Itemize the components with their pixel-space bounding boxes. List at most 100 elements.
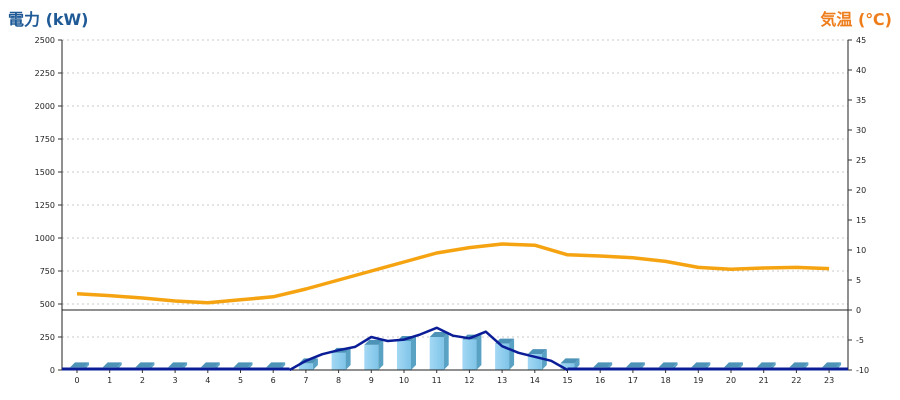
- x-tick-label: 21: [759, 376, 769, 385]
- x-tick-label: 20: [726, 376, 736, 385]
- power-bar-side: [476, 334, 482, 370]
- power-bar: [495, 338, 515, 370]
- x-tick-label: 4: [205, 376, 210, 385]
- power-bar-side: [509, 338, 515, 370]
- power-bar-top: [429, 332, 449, 337]
- power-bar-front: [495, 343, 510, 370]
- left-tick-label: 1000: [35, 234, 55, 243]
- x-tick-label: 9: [369, 376, 374, 385]
- left-tick-label: 1500: [35, 168, 55, 177]
- right-axis-ticks: -10 -5 0 5 10 15 20 25 30 35 40 45: [848, 36, 869, 375]
- left-tick-label: 2250: [35, 69, 55, 78]
- right-axis-title: 気温 (℃): [820, 10, 892, 29]
- left-tick-label: 750: [40, 267, 55, 276]
- x-tick-label: 0: [74, 376, 79, 385]
- power-bar: [462, 334, 482, 370]
- left-tick-label: 500: [40, 300, 55, 309]
- power-bar-top: [495, 338, 515, 344]
- power-bar-side: [345, 347, 351, 370]
- x-tick-label: 22: [791, 376, 801, 385]
- x-tick-label: 15: [562, 376, 572, 385]
- power-bar-top: [789, 362, 809, 368]
- x-tick-label: 8: [336, 376, 341, 385]
- power-bar-front: [364, 344, 379, 370]
- x-tick-label: 14: [530, 376, 540, 385]
- left-axis-title: 電力 (kW): [8, 10, 89, 29]
- right-tick-label: 35: [856, 96, 866, 105]
- power-bar-top: [625, 362, 645, 368]
- power-bar-side: [312, 358, 318, 370]
- left-tick-label: 2000: [35, 102, 55, 111]
- x-tick-label: 13: [497, 376, 507, 385]
- x-tick-label: 18: [661, 376, 671, 385]
- left-tick-label: 1750: [35, 135, 55, 144]
- power-bar-top: [266, 362, 286, 368]
- x-tick-label: 12: [464, 376, 474, 385]
- power-bar-top: [724, 362, 743, 368]
- left-tick-label: 1250: [35, 201, 55, 210]
- power-bars: [70, 332, 842, 370]
- right-tick-label: -10: [856, 366, 869, 375]
- right-tick-label: 20: [856, 186, 866, 195]
- x-tick-label: 2: [140, 376, 145, 385]
- power-bar-front: [331, 352, 346, 370]
- left-tick-label: 0: [50, 366, 55, 375]
- x-tick-label: 23: [824, 376, 834, 385]
- left-tick-label: 2500: [35, 36, 55, 45]
- right-tick-label: 10: [856, 246, 866, 255]
- power-bar-front: [429, 337, 444, 370]
- power-bar-top: [527, 349, 547, 355]
- x-tick-label: 16: [595, 376, 605, 385]
- power-bar: [429, 332, 449, 370]
- data-lines: [62, 242, 848, 372]
- power-bar: [560, 358, 580, 370]
- power-bar-top: [70, 362, 89, 368]
- left-axis-ticks: 0 250 500 750 1000 1250 1500 1750 2000 2250 2500: [35, 36, 62, 375]
- grid-lines: [62, 39, 848, 338]
- axes: [61, 40, 849, 371]
- power-bar-front: [298, 363, 313, 370]
- right-tick-label: 5: [856, 276, 861, 285]
- power-bar-top: [822, 362, 842, 368]
- power-bar-side: [411, 335, 416, 370]
- x-tick-label: 10: [399, 376, 409, 385]
- power-bar-side: [443, 332, 449, 370]
- x-tick-label: 17: [628, 376, 638, 385]
- right-tick-label: 30: [856, 126, 866, 135]
- power-bar-top: [168, 362, 188, 368]
- power-bar-side: [378, 339, 384, 370]
- right-tick-label: -5: [856, 336, 864, 345]
- x-tick-label: 1: [107, 376, 112, 385]
- power-bar-front: [560, 363, 575, 370]
- right-tick-label: 25: [856, 156, 866, 165]
- power-bar-top: [200, 362, 220, 368]
- power-bar-top: [756, 362, 776, 368]
- right-tick-label: 40: [856, 66, 866, 75]
- x-tick-label: 3: [173, 376, 178, 385]
- x-tick-label: 5: [238, 376, 243, 385]
- power-bar-top: [560, 358, 580, 364]
- left-tick-label: 250: [40, 333, 55, 342]
- x-tick-label: 7: [303, 376, 308, 385]
- power-bar-top: [593, 362, 613, 368]
- right-tick-label: 45: [856, 36, 866, 45]
- x-tick-label: 11: [432, 376, 442, 385]
- power-bar-top: [135, 362, 155, 368]
- power-bar-top: [102, 362, 122, 368]
- power-bar-front: [462, 339, 477, 370]
- power-bar-front: [397, 340, 411, 370]
- power-bar-top: [233, 362, 253, 368]
- x-tick-label: 19: [693, 376, 703, 385]
- power-bar-top: [364, 339, 384, 345]
- power-bar-side: [574, 358, 580, 370]
- right-tick-label: 15: [856, 216, 866, 225]
- power-bar-top: [658, 362, 678, 368]
- x-axis-ticks: 0 1 2 3 4 5 6 7 8 9 10 11 12 13 14 15 16 17 18 19 20 21 22 23: [74, 370, 834, 385]
- x-tick-label: 6: [271, 376, 276, 385]
- power-bar-top: [691, 362, 711, 368]
- power-bar: [364, 339, 384, 370]
- power-line: [288, 326, 569, 372]
- right-tick-label: 0: [856, 306, 861, 315]
- temperature-line: [76, 242, 830, 305]
